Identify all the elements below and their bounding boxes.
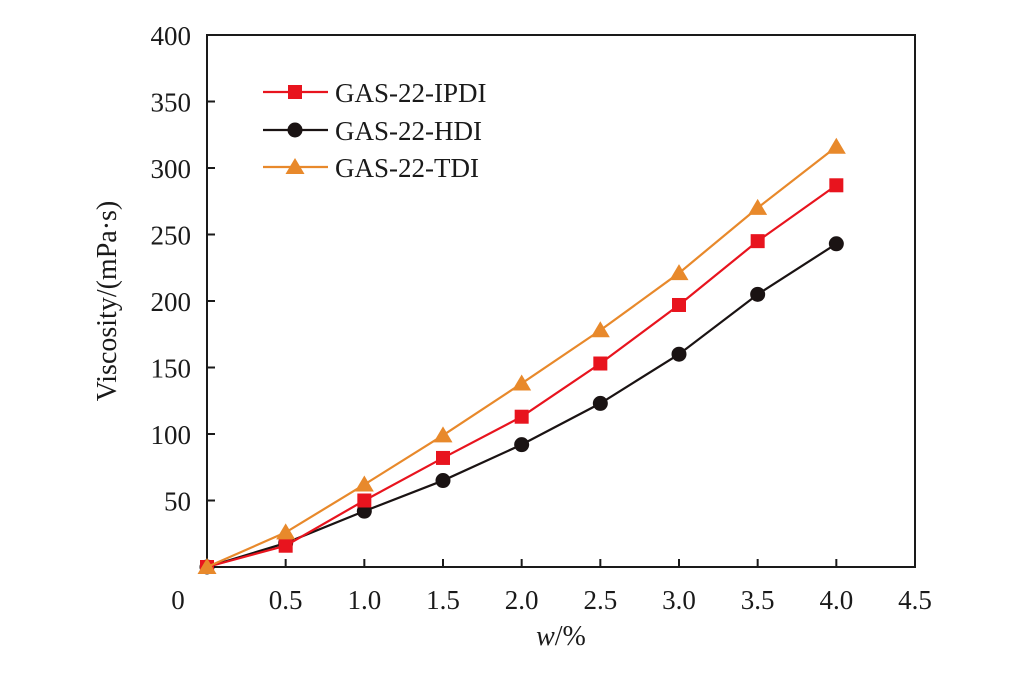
- data-point: [826, 137, 846, 154]
- legend-marker: [285, 158, 305, 174]
- series-GAS-22-IPDI: [200, 178, 844, 574]
- data-point: [750, 234, 765, 249]
- y-tick-label: 300: [151, 154, 192, 184]
- x-tick-label: 0: [171, 585, 185, 615]
- x-tick-label: 4.0: [819, 585, 853, 615]
- data-point: [671, 346, 687, 362]
- x-axis-variable: w: [536, 621, 555, 652]
- x-tick-label: 0.5: [269, 585, 303, 615]
- data-point: [748, 198, 768, 215]
- y-tick-label: 200: [151, 287, 192, 317]
- data-point: [590, 321, 610, 338]
- data-point: [750, 286, 766, 302]
- data-point: [593, 356, 608, 371]
- y-tick-label: 100: [151, 420, 192, 450]
- series-layer: [197, 137, 846, 575]
- x-tick-label: 4.5: [898, 585, 932, 615]
- x-tick-label: 1.0: [347, 585, 381, 615]
- data-point: [669, 264, 689, 281]
- y-axis-title: Viscosity/(mPa·s): [92, 201, 123, 402]
- y-tick-label: 350: [151, 88, 192, 118]
- data-point: [276, 523, 296, 540]
- x-axis-unit: /%: [555, 621, 586, 652]
- data-point: [433, 426, 453, 443]
- data-point: [278, 538, 293, 553]
- legend: GAS-22-IPDI GAS-22-HDI GAS-22-TDI: [263, 78, 487, 183]
- legend-marker: [287, 122, 303, 138]
- data-point: [828, 236, 844, 252]
- y-tick-label: 150: [151, 354, 192, 384]
- legend-marker: [288, 85, 302, 99]
- x-tick-label: 2.5: [583, 585, 617, 615]
- data-point: [592, 395, 608, 411]
- data-point: [672, 297, 686, 312]
- legend-label: GAS-22-IPDI: [335, 78, 487, 108]
- plot-frame: [206, 34, 916, 568]
- x-axis-title: w/%: [536, 621, 586, 652]
- x-tick-label: 3.5: [741, 585, 775, 615]
- series-GAS-22-HDI: [199, 236, 844, 575]
- data-point: [514, 409, 529, 424]
- series-GAS-22-TDI: [197, 137, 846, 574]
- data-point: [514, 437, 530, 453]
- series-line: [206, 145, 838, 569]
- data-point: [435, 473, 451, 489]
- data-point: [436, 450, 450, 465]
- legend-label: GAS-22-HDI: [335, 116, 482, 146]
- series-line: [206, 242, 837, 569]
- y-tick-label: 50: [164, 487, 191, 517]
- y-tick-label: 250: [151, 221, 192, 251]
- data-point: [197, 558, 217, 574]
- data-point: [512, 374, 532, 391]
- x-tick-label: 3.0: [662, 585, 696, 615]
- data-point: [357, 493, 372, 508]
- x-tick-label: 1.5: [426, 585, 460, 615]
- data-point: [829, 178, 844, 193]
- x-tick-label: 2.0: [505, 585, 539, 615]
- y-tick-label: 400: [151, 21, 192, 51]
- data-point: [354, 475, 374, 492]
- axes: 0 0.5 1.0 1.5 2.0 2.5 3.0 3.5 4.0 4.5 50 100 150 200 2…: [151, 21, 932, 615]
- legend-label: GAS-22-TDI: [335, 153, 479, 183]
